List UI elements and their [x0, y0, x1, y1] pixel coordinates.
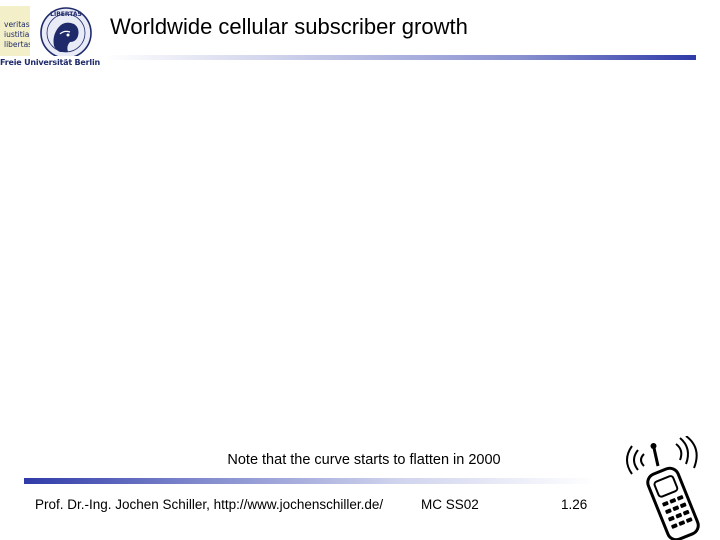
slide-note: Note that the curve starts to flatten in…: [227, 452, 501, 468]
seal-text: LIBERTAS: [50, 11, 82, 18]
mobile-phone-icon: [626, 436, 700, 540]
university-logo: veritas iustitia libertas LIBERTAS Freie…: [0, 0, 100, 68]
university-seal-icon: LIBERTAS: [30, 6, 92, 56]
footer-course: MC SS02: [421, 497, 479, 512]
footer-divider: [24, 478, 596, 484]
footer-author: Prof. Dr.-Ing. Jochen Schiller, http://w…: [35, 497, 384, 512]
slide-title: Worldwide cellular subscriber growth: [110, 14, 468, 39]
logo-motto-line: libertas: [4, 40, 33, 49]
page-number: 1.26: [561, 497, 588, 512]
logo-motto-line: iustitia: [4, 30, 30, 39]
title-divider: [104, 55, 696, 60]
logo-motto-line: veritas: [4, 20, 30, 29]
logo-caption: Freie Universität Berlin: [0, 58, 100, 67]
logo-motto: veritas iustitia libertas: [4, 20, 32, 50]
